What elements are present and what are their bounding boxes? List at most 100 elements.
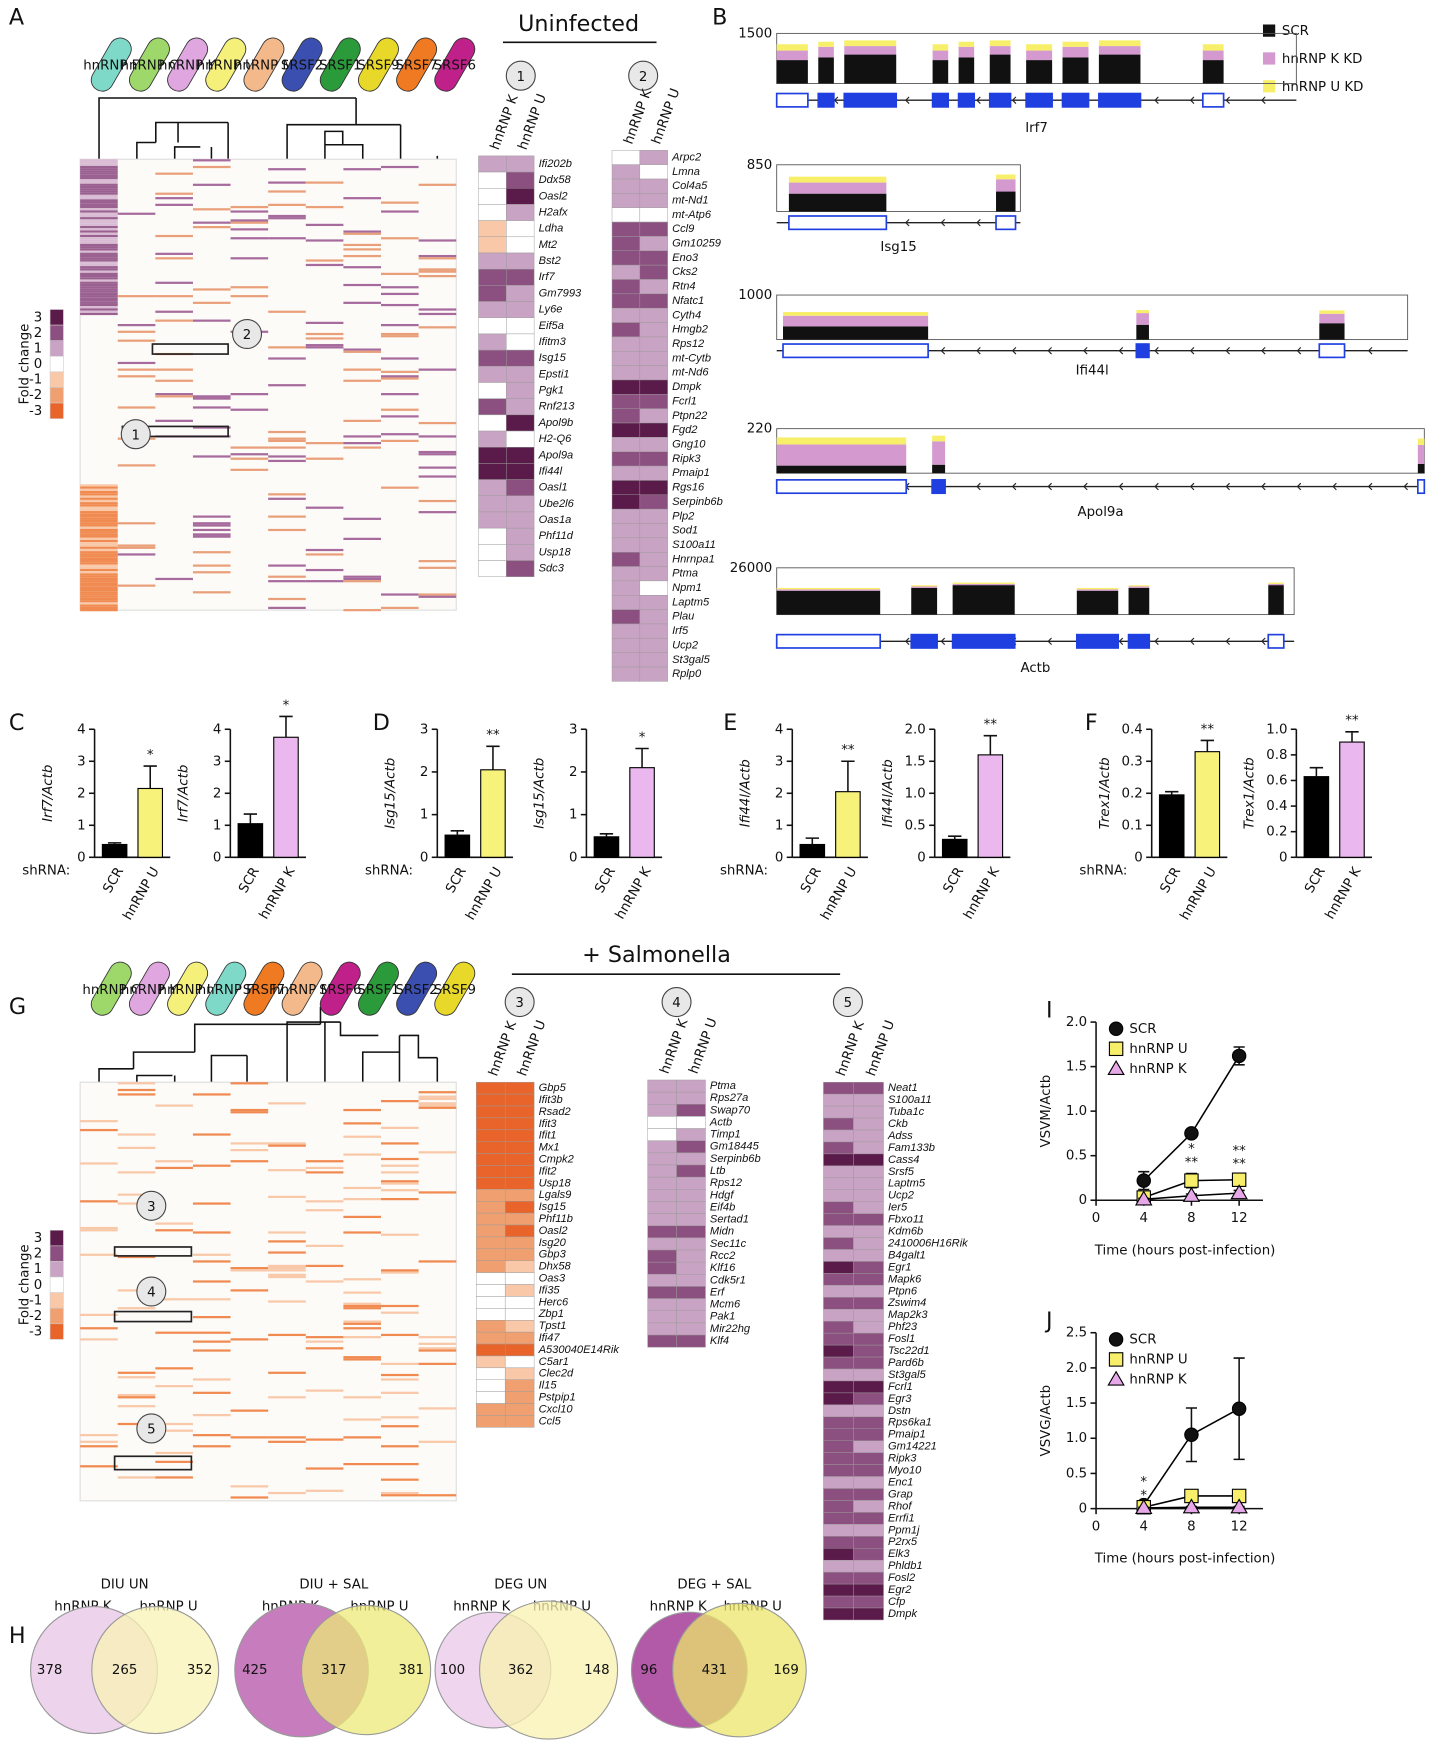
heatmap-texture (381, 1142, 419, 1145)
heatmap-cell (611, 494, 641, 510)
heatmap-title: + Salmonella (582, 942, 731, 968)
gene-label: Pgk1 (539, 385, 564, 397)
gene-label: Laptm5 (672, 596, 710, 608)
legend-label: 3 (34, 1231, 42, 1246)
gene-name: Irf7 (1025, 121, 1048, 136)
venn-circle (91, 1606, 220, 1735)
heatmap-cell (504, 1093, 535, 1107)
heatmap-texture (343, 442, 382, 445)
heatmap-cell (823, 1464, 854, 1477)
heatmap-texture (80, 194, 118, 198)
coverage-layer (776, 44, 808, 51)
heatmap-texture (192, 301, 231, 304)
legend-swatch (49, 1230, 64, 1247)
strand-chevron (1118, 637, 1124, 646)
strand-chevron (1154, 346, 1159, 355)
heatmap-texture (381, 433, 419, 436)
heatmap-texture (268, 575, 306, 578)
heatmap-texture (343, 1396, 382, 1399)
heatmap-texture (117, 361, 156, 365)
gene-label: Grap (888, 1488, 913, 1500)
marker (1184, 1126, 1199, 1141)
heatmap-cell (506, 366, 535, 383)
heatmap-texture (155, 319, 193, 322)
heatmap-texture (381, 201, 419, 204)
heatmap-texture (192, 1253, 231, 1256)
coverage-layer (958, 41, 975, 47)
heatmap-texture (381, 393, 419, 396)
pill-label: hnRNP U (197, 59, 255, 74)
heatmap-texture (117, 1255, 156, 1259)
heatmap-texture (381, 335, 419, 338)
heatmap-cell (639, 480, 668, 496)
heatmap-texture (80, 243, 118, 247)
y-axis-label: Trex1/Actb (1243, 757, 1258, 829)
heatmap-cell (639, 666, 668, 682)
heatmap-texture (343, 1327, 382, 1330)
coverage-layer (1128, 585, 1150, 587)
y-tick-label: 1.0 (1066, 1431, 1087, 1446)
heatmap-texture (343, 419, 382, 422)
coverage-layer (776, 50, 808, 61)
y-tick-label: 2.0 (1066, 1015, 1087, 1030)
heatmap-cell (476, 1367, 506, 1380)
gene-label: Rps12 (710, 1177, 743, 1189)
marker (1136, 1173, 1151, 1188)
heatmap-cell (823, 1380, 854, 1394)
gene-label: Sdc3 (539, 563, 565, 575)
gene-label: Plau (672, 611, 694, 623)
heatmap-texture (155, 257, 193, 260)
heatmap-texture (117, 1146, 156, 1150)
heatmap-texture (418, 1347, 457, 1350)
heatmap-texture (80, 179, 118, 182)
heatmap-cell (853, 1225, 884, 1238)
legend-marker (1108, 1352, 1124, 1367)
heatmap-cell (639, 351, 668, 366)
legend-marker (1107, 1370, 1125, 1386)
heatmap-texture (80, 1128, 118, 1132)
heatmap-cell (476, 1391, 506, 1404)
y-tick-label: 1.0 (1266, 722, 1287, 737)
heatmap-texture (381, 408, 419, 411)
heatmap-texture (268, 384, 306, 387)
coverage-layer (783, 312, 929, 316)
y-tick-label: 0.2 (1122, 786, 1143, 801)
heatmap-cell (639, 250, 668, 266)
heatmap-cell (639, 221, 668, 237)
heatmap-texture (418, 595, 457, 598)
heatmap-cell (823, 1332, 854, 1346)
heatmap-texture (192, 515, 231, 518)
gene-label: Ripk3 (888, 1453, 917, 1465)
heatmap-cell (823, 1177, 854, 1190)
factor-pill (281, 961, 323, 1016)
strand-chevron (1296, 482, 1302, 491)
heatmap-cell (823, 1117, 854, 1131)
gene-label: Fbxo11 (888, 1214, 924, 1226)
heatmap-cell (476, 1141, 506, 1154)
heatmap-cell (504, 1177, 535, 1190)
heatmap-texture (192, 1280, 231, 1283)
bar (629, 767, 655, 858)
heatmap-texture (80, 600, 118, 603)
strand-chevron (976, 218, 981, 227)
strand-chevron (1118, 346, 1124, 355)
legend-label: -1 (29, 373, 42, 388)
heatmap-texture (418, 1095, 457, 1098)
heatmap-cell (504, 1165, 535, 1178)
heatmap-texture (418, 466, 457, 469)
exon (1417, 479, 1426, 495)
gene-label: Apol9a (538, 449, 574, 461)
heatmap-texture (230, 1338, 269, 1341)
gene-label: Lmna (672, 166, 700, 178)
heatmap-cell (504, 1260, 535, 1273)
factor-pill (128, 37, 170, 92)
heatmap-texture (80, 241, 118, 244)
heatmap-cell (639, 595, 668, 610)
heatmap-texture (418, 1091, 457, 1094)
heatmap-cell (823, 1165, 854, 1179)
heatmap-texture (305, 1347, 344, 1350)
heatmap-texture (381, 1182, 419, 1185)
heatmap-texture (192, 1093, 231, 1096)
pill (128, 37, 170, 92)
heatmap-cell (506, 268, 535, 286)
